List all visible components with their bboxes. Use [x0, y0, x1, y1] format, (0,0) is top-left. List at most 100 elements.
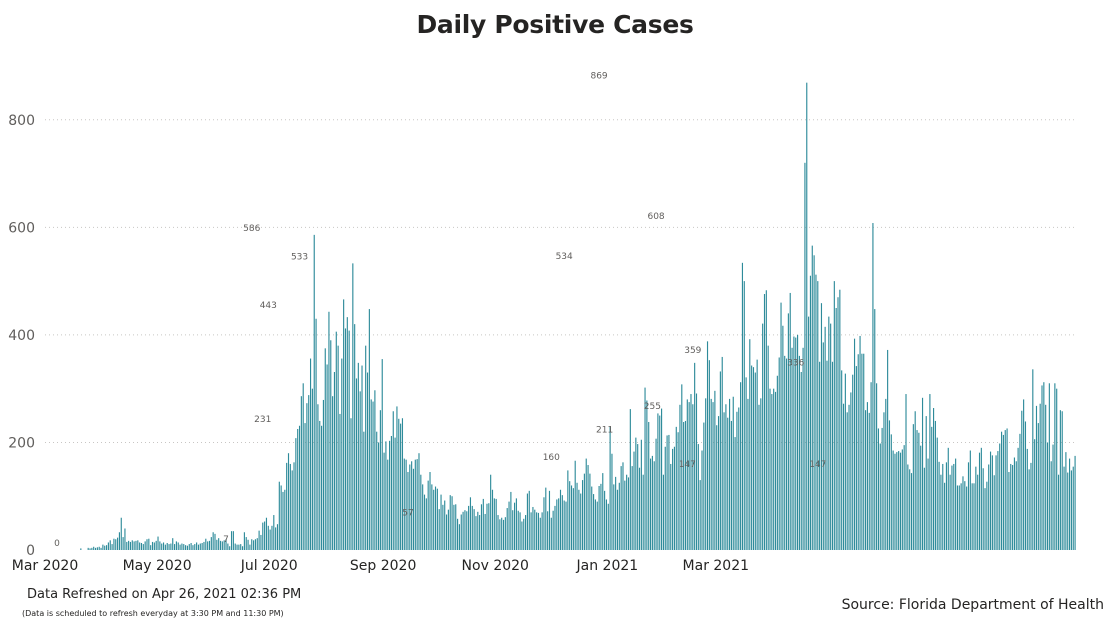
bar[interactable]: [374, 390, 376, 550]
bar[interactable]: [1017, 447, 1019, 550]
bar[interactable]: [291, 470, 293, 550]
bar[interactable]: [517, 510, 519, 550]
bar[interactable]: [605, 499, 608, 550]
bar[interactable]: [736, 411, 738, 550]
bar[interactable]: [741, 262, 744, 550]
bar[interactable]: [273, 515, 275, 550]
bar[interactable]: [339, 413, 341, 550]
bar[interactable]: [602, 473, 604, 550]
bar[interactable]: [958, 485, 960, 550]
bar[interactable]: [337, 345, 339, 550]
bar[interactable]: [785, 358, 788, 550]
bar[interactable]: [482, 498, 484, 550]
bar[interactable]: [363, 431, 365, 550]
bar[interactable]: [787, 313, 789, 550]
bar[interactable]: [256, 538, 258, 550]
bar[interactable]: [403, 458, 405, 550]
bar[interactable]: [183, 544, 185, 550]
bar[interactable]: [87, 547, 89, 550]
bar[interactable]: [253, 540, 255, 550]
bar[interactable]: [727, 417, 729, 550]
bar[interactable]: [969, 450, 971, 550]
bar[interactable]: [539, 517, 541, 550]
bar[interactable]: [1030, 462, 1032, 550]
bar[interactable]: [850, 392, 852, 550]
bar[interactable]: [510, 491, 512, 550]
bar[interactable]: [710, 398, 712, 550]
bar[interactable]: [888, 420, 891, 550]
bar[interactable]: [289, 463, 291, 550]
bar[interactable]: [104, 545, 106, 550]
bar[interactable]: [863, 353, 865, 550]
bar[interactable]: [567, 470, 569, 550]
bar[interactable]: [282, 491, 284, 550]
bar[interactable]: [361, 365, 363, 550]
bar[interactable]: [425, 498, 427, 550]
bar[interactable]: [192, 545, 194, 550]
bar[interactable]: [186, 545, 188, 550]
bar[interactable]: [1021, 410, 1023, 550]
bar[interactable]: [155, 540, 157, 550]
bar[interactable]: [815, 274, 817, 550]
bar[interactable]: [445, 514, 448, 550]
bar[interactable]: [784, 355, 786, 550]
bar[interactable]: [806, 82, 808, 550]
bar[interactable]: [344, 328, 347, 550]
bar[interactable]: [118, 532, 121, 550]
bar[interactable]: [536, 512, 538, 550]
bar[interactable]: [390, 435, 392, 550]
bar[interactable]: [635, 437, 637, 550]
bar[interactable]: [583, 473, 585, 550]
bar[interactable]: [624, 480, 626, 550]
bar[interactable]: [684, 420, 687, 550]
bar[interactable]: [668, 434, 670, 550]
bar[interactable]: [980, 447, 982, 550]
bar[interactable]: [370, 399, 372, 550]
bar[interactable]: [881, 427, 883, 550]
bar[interactable]: [293, 462, 295, 550]
bar[interactable]: [236, 544, 238, 550]
bar[interactable]: [89, 548, 91, 550]
bar[interactable]: [1065, 452, 1067, 550]
bar[interactable]: [629, 409, 631, 550]
bar[interactable]: [457, 518, 459, 550]
bar[interactable]: [859, 335, 861, 550]
bar[interactable]: [427, 480, 429, 550]
bar[interactable]: [782, 325, 784, 550]
bar[interactable]: [649, 458, 652, 550]
bar[interactable]: [515, 498, 517, 550]
bar[interactable]: [598, 486, 600, 550]
bar[interactable]: [866, 402, 868, 550]
bar[interactable]: [389, 440, 391, 550]
bar[interactable]: [1015, 461, 1017, 550]
bar[interactable]: [355, 378, 358, 550]
bar[interactable]: [469, 497, 472, 550]
bar[interactable]: [593, 494, 595, 550]
bar[interactable]: [918, 432, 920, 550]
bar[interactable]: [185, 545, 187, 550]
bar[interactable]: [335, 331, 337, 550]
bar[interactable]: [899, 452, 902, 550]
bar[interactable]: [820, 303, 823, 550]
bar[interactable]: [563, 500, 565, 550]
bar[interactable]: [1023, 399, 1025, 550]
bar[interactable]: [988, 464, 990, 550]
bar[interactable]: [91, 547, 93, 550]
bar[interactable]: [144, 541, 146, 550]
bar[interactable]: [1048, 383, 1050, 550]
bar[interactable]: [366, 372, 369, 550]
bar[interactable]: [1026, 448, 1028, 550]
bar[interactable]: [475, 516, 477, 550]
bar[interactable]: [164, 544, 166, 550]
bar[interactable]: [627, 477, 630, 550]
bar[interactable]: [416, 459, 418, 550]
bar[interactable]: [512, 510, 514, 550]
bar[interactable]: [659, 415, 661, 550]
bar[interactable]: [556, 499, 558, 550]
bar[interactable]: [905, 394, 907, 550]
bar[interactable]: [559, 489, 562, 550]
bar[interactable]: [453, 504, 455, 550]
bar[interactable]: [499, 519, 501, 550]
bar[interactable]: [480, 504, 483, 550]
bar[interactable]: [297, 429, 299, 550]
